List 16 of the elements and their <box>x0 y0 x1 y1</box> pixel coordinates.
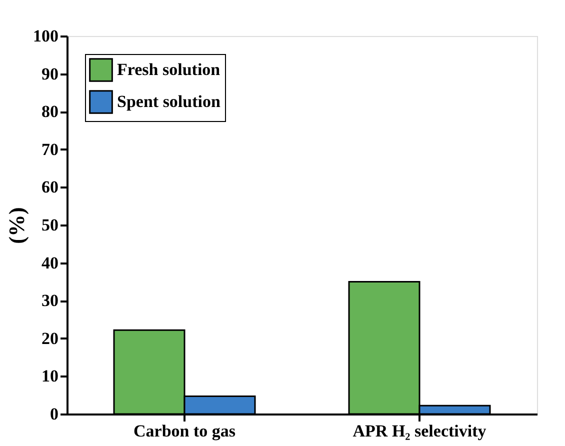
y-tick-label: 0 <box>50 404 58 424</box>
legend-label: Spent solution <box>117 92 221 111</box>
y-tick-label: 90 <box>42 64 58 84</box>
y-tick-label: 30 <box>42 291 58 310</box>
x-tick-label: Carbon to gas <box>133 422 236 440</box>
y-axis-title: (%) <box>4 207 29 244</box>
y-tick-label: 80 <box>42 102 58 122</box>
legend-label: Fresh solution <box>117 60 221 79</box>
y-tick-label: 40 <box>42 253 58 272</box>
y-tick-label: 20 <box>42 328 58 348</box>
y-tick-label: 10 <box>42 366 58 386</box>
y-tick-label: 70 <box>42 140 58 159</box>
y-tick-label: 60 <box>42 178 58 197</box>
y-tick-label: 100 <box>33 26 58 46</box>
x-tick-label: APR H₂ selectivity <box>352 422 487 440</box>
y-tick-label: 50 <box>42 216 58 234</box>
